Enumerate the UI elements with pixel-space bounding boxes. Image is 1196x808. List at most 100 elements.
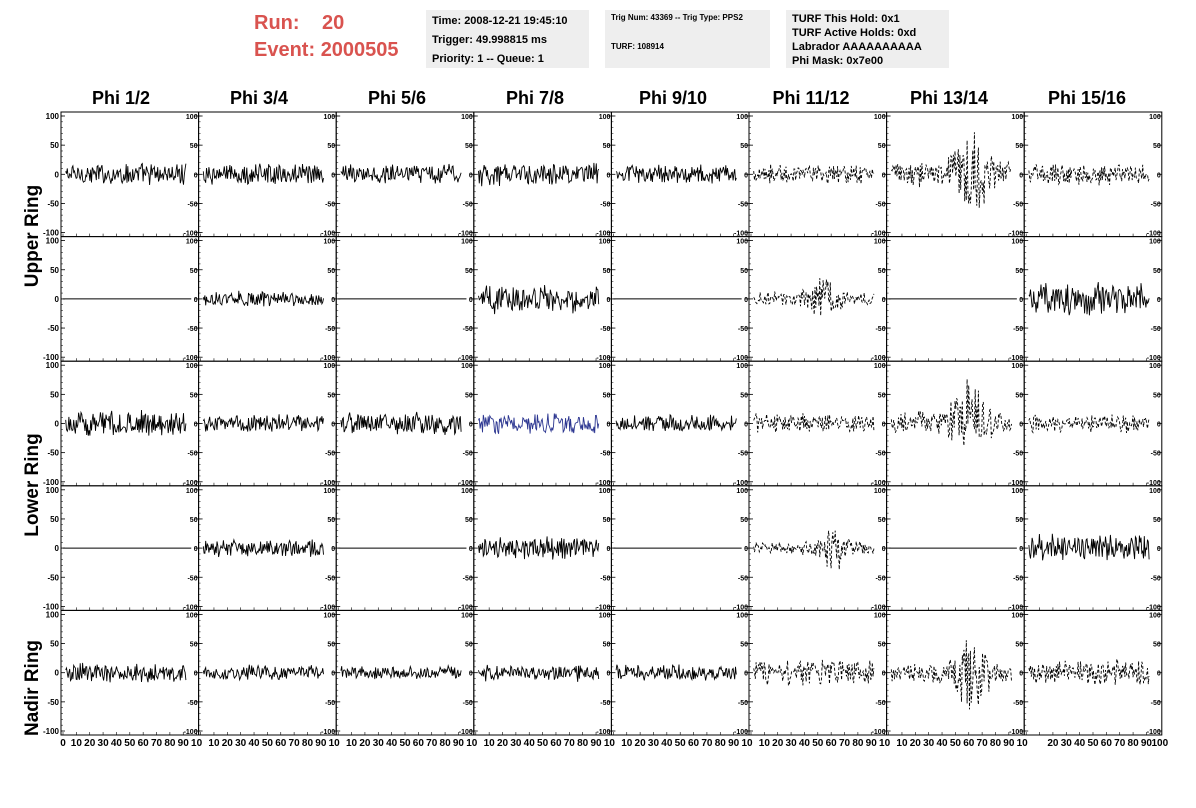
panel-r4-c4: 100 50 0 -50 -100 [610, 609, 750, 736]
y-tick-label: -50 [47, 324, 59, 333]
panel-r0-c1: 100 50 0 -50 -100 [198, 111, 337, 238]
y-tick-label-right: 0 [1019, 297, 1023, 304]
x-tick-label: 60 [138, 738, 150, 749]
y-tick-label-right: -50 [1151, 451, 1161, 458]
x-tick-label: 20 [222, 738, 234, 749]
panel-r4-c7: 100 50 0 -50 -100 [1023, 609, 1163, 736]
panel-r1-c0: 100 50 0 -50 -100 100 50 0 -50 -100 [43, 236, 200, 362]
y-tick-label-right: -50 [187, 575, 197, 582]
y-tick-label-right: 50 [1153, 642, 1161, 649]
y-tick-label-right: 0 [469, 297, 473, 304]
y-tick-label-right: 100 [1012, 488, 1024, 495]
y-tick-label-right: 0 [194, 297, 198, 304]
panel-r1-c1: 100 50 0 -50 -100 [198, 236, 337, 362]
y-tick-label-right: -50 [738, 575, 748, 582]
y-tick-label-right: 0 [882, 422, 886, 429]
y-tick-label-right: 100 [599, 488, 611, 495]
trigger-text: Trigger: 49.998815 ms [432, 34, 547, 46]
x-tick-label: 80 [164, 738, 176, 749]
x-tick-label: 40 [386, 738, 398, 749]
y-tick-label-right: -50 [1151, 326, 1161, 333]
x-tick-label: 10 [208, 738, 220, 749]
y-tick-label-right: 50 [1015, 143, 1023, 150]
column-header-phi-7-8: Phi 7/8 [505, 88, 565, 108]
column-header-phi-15-16: Phi 15/16 [1047, 88, 1127, 108]
y-tick-label-right: 50 [327, 392, 335, 399]
y-tick-label-right: 0 [469, 546, 473, 553]
y-tick-label-right: -100 [872, 729, 886, 736]
y-tick-label-right: 100 [186, 239, 198, 246]
y-tick-label: 100 [46, 361, 60, 370]
y-tick-label-right: -100 [459, 231, 473, 238]
x-tick-label: 10 [741, 738, 753, 749]
x-tick-label: 60 [413, 738, 425, 749]
y-tick-label-right: 50 [603, 392, 611, 399]
panel-r0-c3: 100 50 0 -50 -100 [473, 111, 612, 238]
y-tick-label-right: 100 [324, 239, 336, 246]
waveform-trace [478, 413, 600, 435]
y-tick-label-right: 100 [874, 239, 886, 246]
y-tick-label-right: 100 [461, 612, 473, 619]
x-tick-label: 80 [852, 738, 864, 749]
waveform-trace [890, 379, 1012, 446]
x-tick-label: 90 [453, 738, 465, 749]
panel-r0-c6: 100 50 0 -50 -100 [886, 111, 1025, 238]
y-tick-label-right: -50 [187, 700, 197, 707]
y-tick-label-right: 0 [1157, 422, 1161, 429]
waveform-trace [478, 536, 600, 560]
phi-mask-text: Phi Mask: 0x7e00 [792, 55, 884, 67]
panel-r0-c2: 100 50 0 -50 -100 [335, 111, 475, 238]
y-tick-label-right: -100 [1009, 231, 1023, 238]
y-tick-label-right: -100 [184, 355, 198, 362]
y-tick-label-right: 0 [331, 546, 335, 553]
waveform-trace [1028, 533, 1150, 561]
waveform-trace [753, 659, 875, 687]
y-tick-label: -100 [43, 229, 60, 238]
x-tick-label: 80 [302, 738, 314, 749]
panel-r4-c5: 100 50 0 -50 -100 [748, 609, 888, 736]
y-tick-label-right: -50 [1013, 700, 1023, 707]
x-tick-label: 70 [564, 738, 576, 749]
y-tick-label-right: 100 [599, 239, 611, 246]
y-tick-label: -50 [47, 573, 59, 582]
y-tick-label-right: 50 [878, 268, 886, 275]
time-trigger-panel: Time: 2008-12-21 19:45:10 Trigger: 49.99… [426, 10, 589, 68]
x-tick-label: 50 [537, 738, 549, 749]
x-tick-label: 90 [590, 738, 602, 749]
labrador-text: Labrador AAAAAAAAAA [792, 41, 922, 53]
y-tick-label-right: 100 [874, 114, 886, 121]
x-tick-label: 50 [812, 738, 824, 749]
y-tick-label-right: 50 [465, 268, 473, 275]
y-tick-label-right: -50 [738, 201, 748, 208]
x-tick-label: 30 [786, 738, 798, 749]
x-tick-label: 90 [1141, 738, 1153, 749]
y-tick-label-right: 100 [1149, 114, 1161, 121]
panel-r4-c6: 100 50 0 -50 -100 [886, 609, 1025, 736]
y-tick-label-right: -50 [325, 326, 335, 333]
y-tick-label-right: -100 [872, 480, 886, 487]
y-tick-label-right: 100 [186, 488, 198, 495]
y-tick-label-right: 100 [461, 488, 473, 495]
run-event-box: Run: 20 Event: 2000505 [254, 10, 399, 64]
x-tick-label: 80 [440, 738, 452, 749]
y-tick-label: 50 [50, 390, 59, 399]
waveform-trace [615, 413, 737, 432]
x-tick-label: 20 [910, 738, 922, 749]
y-tick-label: 100 [46, 237, 60, 246]
y-tick-label-right: -100 [734, 231, 748, 238]
y-tick-label-right: -50 [1151, 575, 1161, 582]
y-tick-label-right: -50 [463, 575, 473, 582]
panel-r3-c3: 100 50 0 -50 -100 [473, 485, 612, 611]
y-tick-label-right: -100 [1009, 355, 1023, 362]
x-tick-label: 50 [262, 738, 274, 749]
y-tick-label-right: -100 [321, 480, 335, 487]
x-tick-label: 10 [329, 738, 341, 749]
y-tick-label-right: 100 [461, 239, 473, 246]
y-tick-label-right: 0 [744, 671, 748, 678]
y-tick-label-right: 100 [461, 363, 473, 370]
x-tick-label: 70 [1114, 738, 1126, 749]
x-tick-label: 90 [866, 738, 878, 749]
y-tick-label-right: 0 [194, 546, 198, 553]
y-tick-label-right: 0 [744, 546, 748, 553]
y-tick-label-right: 0 [1157, 172, 1161, 179]
